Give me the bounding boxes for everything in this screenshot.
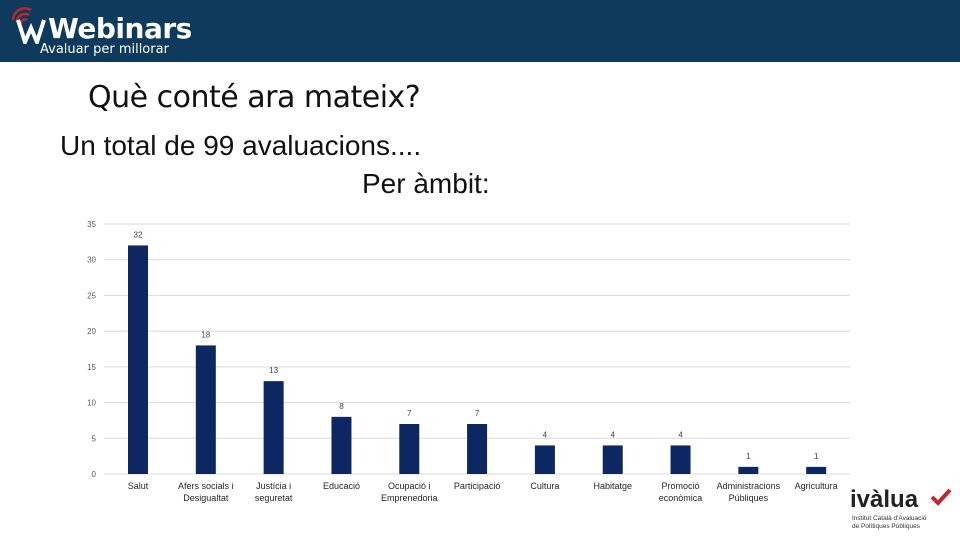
data-label: 8 <box>339 402 344 411</box>
slide-title: Què conté ara mateix? <box>88 80 421 115</box>
bar <box>467 424 488 474</box>
x-tick-label: Agricultura <box>795 481 838 491</box>
brand-tagline: Avaluar per millorar <box>40 42 169 57</box>
x-tick-label: Ocupació i <box>388 481 431 491</box>
bar <box>670 445 691 474</box>
slide-subtitle-2: Per àmbit: <box>362 168 490 199</box>
bar <box>263 381 284 474</box>
x-tick-label: Habitatge <box>593 481 632 491</box>
x-tick-label: Públiques <box>729 493 769 503</box>
y-tick-label: 30 <box>87 256 96 265</box>
x-tick-label: Salut <box>128 481 149 491</box>
data-label: 4 <box>678 430 683 439</box>
data-label: 18 <box>201 330 210 339</box>
data-label: 32 <box>134 230 143 239</box>
brand-name: Webinars <box>48 12 192 45</box>
y-tick-label: 0 <box>92 470 97 479</box>
bar <box>602 445 623 474</box>
data-label: 13 <box>269 366 278 375</box>
x-tick-label: Promoció <box>662 481 700 491</box>
webinars-logo: Webinars Avaluar per millorar <box>10 4 210 60</box>
ivalua-logo: ivàlua Institut Català d'Avaluació de Po… <box>850 486 955 536</box>
bar <box>128 245 148 474</box>
x-tick-label: Justícia i <box>256 481 291 491</box>
data-label: 7 <box>475 409 480 418</box>
slide-subtitle: Un total de 99 avaluacions.... <box>60 130 422 161</box>
x-tick-label: Participació <box>454 481 501 491</box>
x-tick-label: Desigualtat <box>183 493 229 503</box>
x-tick-label: Afers socials i <box>178 481 234 491</box>
ivalua-subtext: Institut Català d'Avaluació de Polítique… <box>852 515 952 530</box>
ivalua-brand: ivàlua <box>850 486 919 513</box>
brand-w-mark <box>16 19 46 44</box>
x-tick-label: Emprenedoria <box>381 493 438 503</box>
bar <box>806 466 827 474</box>
bar <box>331 416 352 474</box>
ivalua-subtext-line1: Institut Català d'Avaluació <box>852 515 927 522</box>
header-bar: Webinars Avaluar per millorar <box>0 0 960 62</box>
y-tick-label: 15 <box>87 363 96 372</box>
x-tick-label: seguretat <box>255 493 293 503</box>
bar <box>195 345 216 474</box>
ivalua-subtext-line2: de Polítiques Públiques <box>852 522 920 530</box>
y-tick-label: 35 <box>87 220 96 229</box>
x-tick-label: econòmica <box>659 493 703 503</box>
x-tick-label: Administracions <box>717 481 781 491</box>
checkmark-icon <box>930 488 952 506</box>
data-label: 7 <box>407 409 412 418</box>
data-label: 4 <box>611 430 616 439</box>
data-label: 1 <box>814 452 819 461</box>
bar <box>399 424 420 474</box>
y-tick-label: 5 <box>92 434 97 443</box>
y-tick-label: 25 <box>87 291 96 300</box>
y-tick-label: 10 <box>87 399 96 408</box>
bar <box>738 466 759 474</box>
x-tick-label: Cultura <box>530 481 559 491</box>
bar <box>534 445 555 474</box>
data-label: 1 <box>746 452 751 461</box>
data-label: 4 <box>543 430 548 439</box>
x-tick-label: Educació <box>323 481 360 491</box>
y-tick-label: 20 <box>87 327 96 336</box>
